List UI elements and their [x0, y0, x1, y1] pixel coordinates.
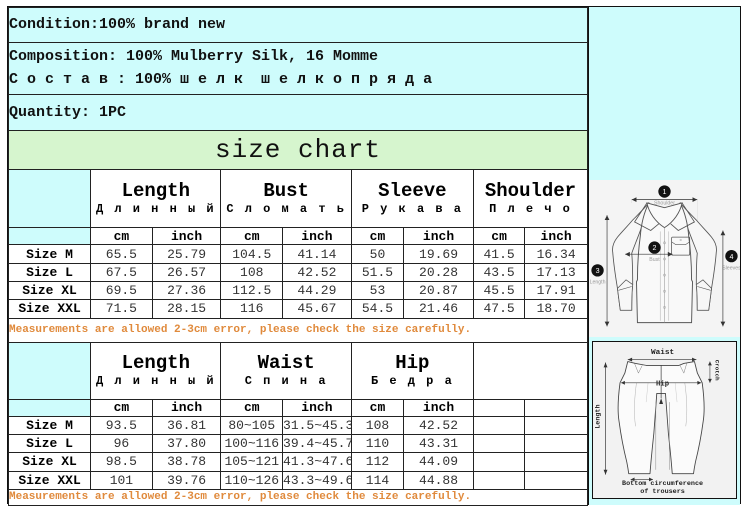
svg-text:Bust: Bust — [649, 257, 660, 263]
svg-text:Length: Length — [595, 404, 603, 428]
svg-text:Sleeves: Sleeves — [722, 265, 740, 271]
svg-text:2: 2 — [653, 244, 657, 252]
svg-text:of trousers: of trousers — [640, 488, 685, 496]
svg-text:Length: Length — [590, 280, 606, 286]
svg-text:Waist: Waist — [651, 349, 674, 357]
svg-text:Hip: Hip — [656, 381, 669, 389]
svg-text:3: 3 — [596, 267, 600, 275]
svg-text:Crotch: Crotch — [714, 360, 721, 381]
svg-text:1: 1 — [663, 188, 667, 196]
svg-text:4: 4 — [729, 253, 733, 261]
